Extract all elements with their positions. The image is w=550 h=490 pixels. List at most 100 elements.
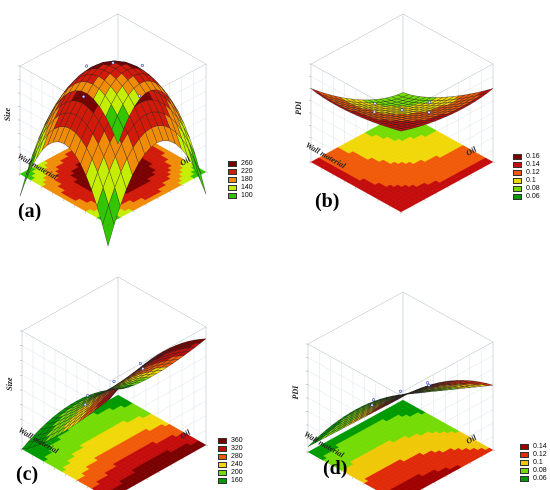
design-point <box>140 63 144 67</box>
surface-mesh <box>310 88 494 132</box>
tick-mark <box>53 467 56 470</box>
design-point <box>425 381 430 385</box>
legend-label: 0.12 <box>526 169 540 176</box>
legend-item: 0.12 <box>520 451 547 459</box>
legend-swatch <box>218 438 227 444</box>
tick-mark <box>481 168 484 170</box>
tick-mark <box>84 211 87 214</box>
legend-label: 0.1 <box>526 177 536 184</box>
design-point <box>85 64 89 68</box>
legend-label: 140 <box>241 184 253 191</box>
legend-swatch <box>228 177 237 183</box>
design-point <box>398 389 403 393</box>
tick-mark <box>120 217 123 219</box>
floor-cell <box>99 485 108 490</box>
legend-label: 0.16 <box>526 153 540 160</box>
legend-item: 0.1 <box>513 177 540 185</box>
legend-label: 0.1 <box>533 459 543 466</box>
surface-cell <box>310 88 323 96</box>
tick-mark <box>363 483 365 486</box>
tick-mark <box>156 197 160 200</box>
tick-mark <box>481 456 484 458</box>
legend-label: 160 <box>231 477 243 484</box>
legend-item: 320 <box>218 445 243 453</box>
design-point <box>112 379 116 384</box>
tick-mark <box>181 458 185 460</box>
z-axis-label: PDI <box>291 385 300 400</box>
legend-label: 260 <box>241 160 253 167</box>
box-edge <box>402 13 494 65</box>
design-point <box>427 383 431 387</box>
design-point <box>373 102 377 106</box>
floor-cell <box>390 486 399 490</box>
tick-mark <box>42 461 45 464</box>
tick-mark <box>31 455 34 458</box>
legend-swatch <box>520 460 529 466</box>
legend-swatch <box>513 162 522 168</box>
chart-a: Wall material Oil Size 260 220 180 140 100 (a) <box>0 0 275 247</box>
surface-mesh <box>19 60 207 247</box>
ticks <box>18 65 209 227</box>
legend-label: 0.08 <box>533 467 547 474</box>
tick-mark <box>62 198 65 202</box>
tick-mark <box>169 191 172 193</box>
legend-item: 0.16 <box>513 153 540 161</box>
z-axis-label: PDI <box>294 100 303 115</box>
design-point <box>82 95 86 99</box>
tick-mark <box>400 211 404 214</box>
floor-cell <box>118 487 127 490</box>
surface-cell <box>111 115 124 145</box>
legend-swatch <box>218 478 227 484</box>
tick-mark <box>306 451 309 455</box>
z-axis-label: Size <box>5 377 14 391</box>
design-point <box>86 394 90 398</box>
legend-item: 200 <box>218 469 243 477</box>
tick-mark <box>169 465 173 467</box>
ticks <box>20 330 209 489</box>
legend-label: 200 <box>231 469 243 476</box>
legend-a: 260 220 180 140 100 <box>228 160 253 200</box>
panel-label-d: (d) <box>323 457 348 479</box>
tick-mark <box>145 478 149 480</box>
chart-b: Wall material Oil PDI 0.16 0.14 0.12 0.1 0.08 0… <box>275 0 550 230</box>
tick-mark <box>73 205 76 208</box>
tick-mark <box>492 161 496 164</box>
tick-mark <box>351 476 354 480</box>
legend-item: 0.08 <box>520 467 547 475</box>
tick-mark <box>366 193 368 196</box>
design-point <box>400 108 404 112</box>
legend-swatch <box>228 169 237 175</box>
surface-mesh <box>21 338 207 450</box>
chart-d: Wall material Oil PDI 0.14 0.12 0.1 0.08 0.06 … <box>275 245 550 490</box>
tick-mark <box>469 174 473 176</box>
box-edge <box>117 13 207 65</box>
design-point <box>138 361 142 365</box>
legend-swatch <box>218 470 227 476</box>
legend-swatch <box>513 170 522 176</box>
tick-mark <box>457 469 460 471</box>
legend-swatch <box>520 444 529 450</box>
panel-label-b: (b) <box>315 190 340 212</box>
legend-item: 0.08 <box>513 185 540 193</box>
legend-swatch <box>218 454 227 460</box>
legend-item: 360 <box>218 437 243 445</box>
legend-item: 280 <box>218 453 243 461</box>
tick-mark <box>18 173 21 177</box>
z-axis-label: Size <box>3 107 12 121</box>
legend-swatch <box>218 462 227 468</box>
tick-mark <box>309 161 312 165</box>
legend-item: 180 <box>228 176 253 184</box>
legend-label: 220 <box>241 168 253 175</box>
tick-mark <box>40 186 43 189</box>
design-points <box>372 100 432 114</box>
box-edge <box>310 13 404 65</box>
legend-label: 100 <box>241 192 253 199</box>
panel-label-a: (a) <box>18 200 42 222</box>
floor-contour <box>307 399 494 490</box>
surface-cell <box>397 393 409 396</box>
tick-mark <box>469 462 472 465</box>
design-point <box>137 94 141 98</box>
tick-mark <box>435 193 438 195</box>
